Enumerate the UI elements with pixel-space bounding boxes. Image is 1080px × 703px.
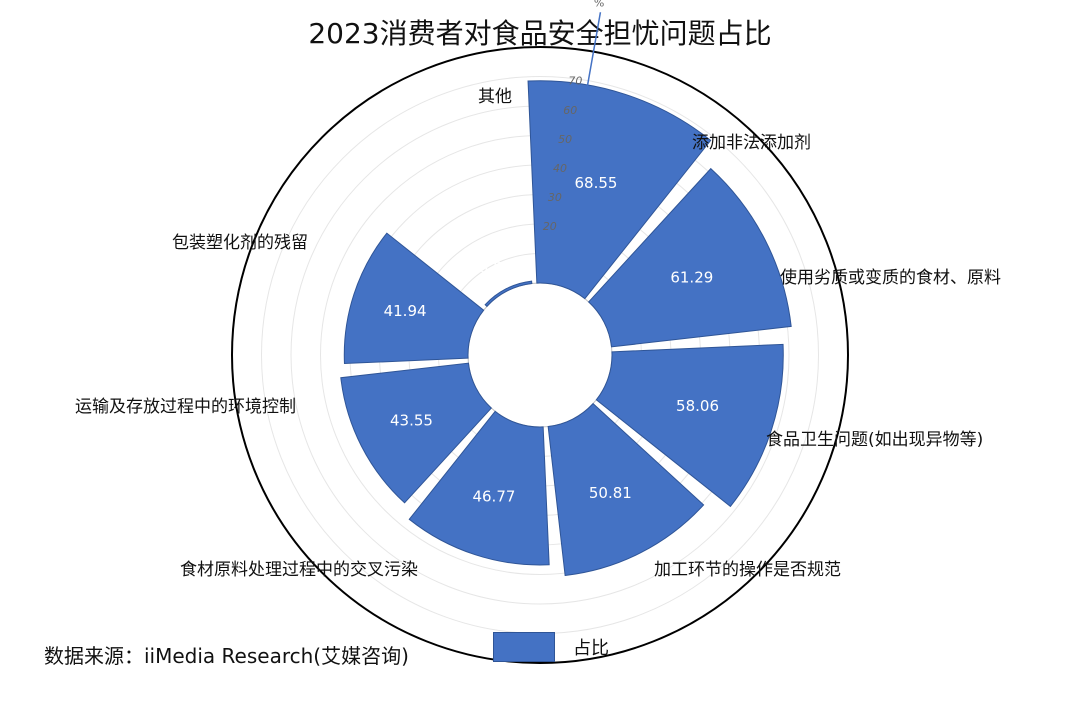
bar-2 xyxy=(587,167,792,348)
tick-label-40: 40 xyxy=(553,162,567,175)
category-label-8: 其他 xyxy=(478,87,512,107)
category-label-1: 添加非法添加剂 xyxy=(692,133,811,153)
value-label-4: 50.81 xyxy=(589,484,632,502)
tick-label-50: 50 xyxy=(558,133,572,146)
bar-8 xyxy=(484,280,533,308)
bar-1 xyxy=(527,80,712,300)
radial-unit-label: % xyxy=(594,0,604,9)
bar-6 xyxy=(340,362,493,504)
tick-label-70: 70 xyxy=(568,75,582,88)
radial-axis-line xyxy=(552,12,602,279)
value-label-7: 41.94 xyxy=(384,302,427,320)
category-label-4: 加工环节的操作是否规范 xyxy=(654,560,841,580)
legend-swatch xyxy=(493,632,555,662)
tick-label-20: 20 xyxy=(543,220,557,233)
bar-7 xyxy=(343,232,485,365)
category-label-6: 运输及存放过程中的环境控制 xyxy=(75,397,296,417)
bar-3 xyxy=(595,343,784,508)
source-note: 数据来源：iiMedia Research(艾媒咨询) xyxy=(44,644,409,668)
category-label-5: 食材原料处理过程中的交叉污染 xyxy=(180,560,418,580)
tick-label-60: 60 xyxy=(563,104,577,117)
category-label-7: 包装塑化剂的残留 xyxy=(172,233,308,253)
value-label-1: 68.55 xyxy=(574,174,617,192)
legend: 占比 xyxy=(493,632,609,662)
bar-4 xyxy=(547,402,705,577)
value-label-2: 61.29 xyxy=(670,269,713,287)
labels-layer: 68.55 61.29 58.06 50.81 46.77 43.55 41.94 0.81 添… xyxy=(75,87,1001,580)
tick-label-30: 30 xyxy=(548,191,562,204)
value-label-5: 46.77 xyxy=(472,488,515,506)
radial-axis: 20 30 40 50 60 70% xyxy=(543,0,604,279)
value-label-6: 43.55 xyxy=(390,411,433,429)
bar-5 xyxy=(408,410,550,566)
outer-ring xyxy=(231,46,849,664)
category-label-3: 食品卫生问题(如出现异物等) xyxy=(766,430,983,450)
legend-label: 占比 xyxy=(573,638,609,659)
category-label-2: 使用劣质或变质的食材、原料 xyxy=(780,267,1001,288)
value-label-8: 0.81 xyxy=(479,259,512,277)
value-label-3: 58.06 xyxy=(676,397,719,415)
bars-layer xyxy=(340,80,792,577)
chart-title: 2023消费者对食品安全担忧问题占比 xyxy=(308,17,772,50)
inner-hole xyxy=(467,282,613,428)
